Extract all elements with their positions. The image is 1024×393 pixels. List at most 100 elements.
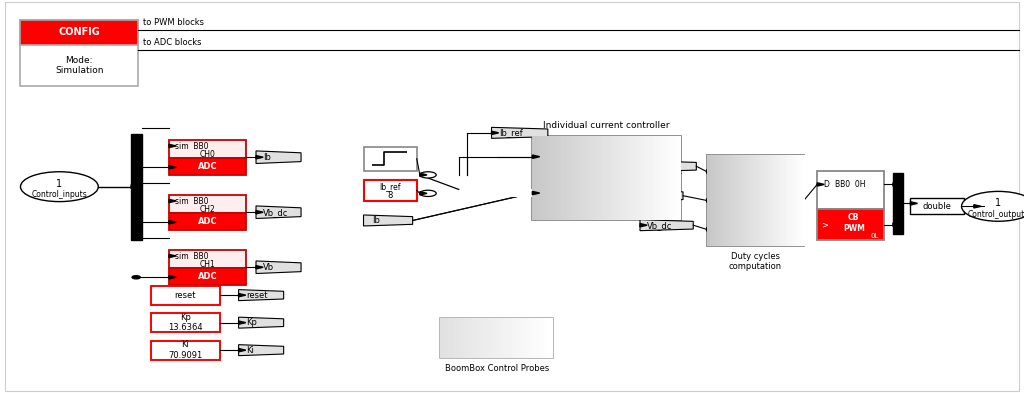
Text: reset: reset <box>175 291 196 299</box>
Text: VL: VL <box>717 167 727 176</box>
Polygon shape <box>492 127 548 138</box>
Polygon shape <box>420 173 427 176</box>
Text: CH1: CH1 <box>200 260 215 269</box>
Polygon shape <box>817 183 824 186</box>
Bar <box>169 250 246 268</box>
Text: Individual current controller: Individual current controller <box>544 121 670 130</box>
Bar <box>364 147 417 171</box>
Text: BB0  0H: BB0 0H <box>836 180 865 189</box>
Text: CONFIG: CONFIG <box>58 28 100 37</box>
Polygon shape <box>532 191 540 195</box>
Bar <box>440 318 553 358</box>
Text: Ki
70.9091: Ki 70.9091 <box>168 340 203 360</box>
Text: D: D <box>823 180 829 189</box>
Polygon shape <box>640 190 683 201</box>
Text: 0L: 0L <box>870 233 879 239</box>
Text: Ib: Ib <box>372 216 380 225</box>
Text: V_Lb: V_Lb <box>652 169 673 178</box>
Circle shape <box>420 190 436 196</box>
Text: Kp
13.6364: Kp 13.6364 <box>168 313 203 332</box>
Polygon shape <box>256 156 263 159</box>
Bar <box>151 313 220 332</box>
Polygon shape <box>256 261 301 274</box>
Polygon shape <box>893 223 900 226</box>
Text: >: > <box>821 220 828 229</box>
Text: Control_inputs: Control_inputs <box>32 190 87 199</box>
Polygon shape <box>169 199 176 203</box>
Bar <box>20 20 138 45</box>
Text: to PWM blocks: to PWM blocks <box>143 18 205 27</box>
Ellipse shape <box>20 172 98 202</box>
Polygon shape <box>169 254 176 258</box>
Polygon shape <box>169 144 176 148</box>
Polygon shape <box>893 183 900 186</box>
Bar <box>817 171 884 209</box>
Polygon shape <box>640 220 693 231</box>
Circle shape <box>132 166 140 169</box>
Bar <box>169 158 246 175</box>
Text: Vb: Vb <box>647 191 658 200</box>
Bar <box>893 173 903 234</box>
Text: Ib: Ib <box>263 153 271 162</box>
Polygon shape <box>640 194 647 197</box>
Text: ADC: ADC <box>198 162 217 171</box>
Text: duty: duty <box>776 196 796 205</box>
Text: Vb: Vb <box>263 263 274 272</box>
Polygon shape <box>169 220 176 224</box>
Polygon shape <box>239 345 284 356</box>
Text: Ib*: Ib* <box>543 152 555 161</box>
Text: VL: VL <box>647 162 657 171</box>
Polygon shape <box>364 215 413 226</box>
Polygon shape <box>239 290 284 301</box>
Polygon shape <box>131 185 139 189</box>
Text: 8: 8 <box>387 191 393 200</box>
Circle shape <box>420 172 436 178</box>
Bar <box>169 195 246 213</box>
Text: reset: reset <box>246 291 267 299</box>
Text: sim  BB0: sim BB0 <box>175 252 209 261</box>
Bar <box>169 140 246 158</box>
Polygon shape <box>239 321 246 324</box>
Text: Ib_ref: Ib_ref <box>380 182 400 191</box>
Polygon shape <box>640 161 696 172</box>
Circle shape <box>132 221 140 224</box>
Polygon shape <box>239 294 246 297</box>
Polygon shape <box>974 205 981 208</box>
Polygon shape <box>532 155 540 158</box>
Polygon shape <box>640 165 647 168</box>
Text: Mode:
Simulation: Mode: Simulation <box>55 56 103 75</box>
Text: Vb_dc: Vb_dc <box>647 221 673 230</box>
Polygon shape <box>239 349 246 352</box>
Text: CH2: CH2 <box>200 205 215 214</box>
Bar <box>910 198 964 214</box>
Bar <box>465 189 547 197</box>
Bar <box>364 180 417 201</box>
Polygon shape <box>532 191 540 195</box>
Text: Kp: Kp <box>246 318 257 327</box>
Bar <box>169 268 246 285</box>
Polygon shape <box>640 165 647 168</box>
Text: Ki: Ki <box>246 346 254 354</box>
Text: ADC: ADC <box>198 217 217 226</box>
Bar <box>20 20 138 86</box>
Text: Vb: Vb <box>717 196 728 205</box>
Text: Ib: Ib <box>543 189 551 198</box>
Text: Control_outputs: Control_outputs <box>968 210 1024 219</box>
Polygon shape <box>256 151 301 163</box>
Polygon shape <box>239 317 284 328</box>
Text: Duty cycles
computation: Duty cycles computation <box>729 252 781 271</box>
Polygon shape <box>910 202 918 205</box>
Text: sim  BB0: sim BB0 <box>175 142 209 151</box>
Text: to ADC blocks: to ADC blocks <box>143 38 202 46</box>
Text: sim  BB0: sim BB0 <box>175 197 209 206</box>
Text: ADC: ADC <box>198 272 217 281</box>
Bar <box>151 341 220 360</box>
Text: 1: 1 <box>56 178 62 189</box>
Bar <box>532 136 681 220</box>
Text: Ib_ref: Ib_ref <box>499 129 522 137</box>
Bar <box>131 134 142 240</box>
Polygon shape <box>707 199 714 202</box>
Polygon shape <box>169 165 176 169</box>
Polygon shape <box>256 206 301 219</box>
Circle shape <box>132 276 140 279</box>
